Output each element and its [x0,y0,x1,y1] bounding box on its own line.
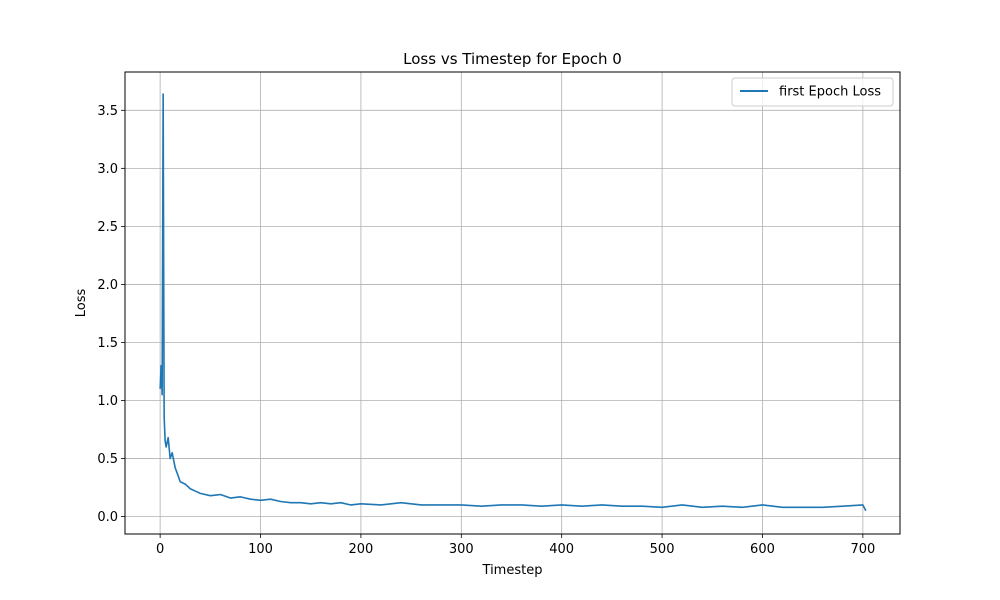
legend: first Epoch Loss [731,77,894,107]
x-tick-label: 400 [549,542,574,557]
legend-box [731,77,894,107]
x-tick-label: 500 [650,542,675,557]
legend-label: first Epoch Loss [779,85,881,100]
x-tick-label: 600 [750,542,775,557]
tick-layer: 0 100 200 300 400 500 600 700 0.0 0.5 1.0 1.5 2.0 2.5… [97,104,875,557]
y-tick-label: 3.0 [97,162,118,177]
x-axis-title: Timestep [482,563,543,578]
y-axis-title: Loss [74,289,89,318]
x-tick-label: 300 [449,542,474,557]
x-tick-label: 700 [850,542,875,557]
y-tick-label: 1.0 [97,394,118,409]
series-layer [159,93,867,512]
y-tick-label: 2.0 [97,278,118,293]
y-tick-label: 1.5 [97,336,118,351]
y-tick-label: 2.5 [97,220,118,235]
grid-layer [125,72,900,534]
chart-title: Loss vs Timestep for Epoch 0 [403,50,622,68]
plot-frame [124,71,901,535]
y-tick-label: 0.5 [97,452,118,467]
y-tick-label: 0.0 [97,510,118,525]
x-tick-label: 200 [348,542,373,557]
x-tick-label: 0 [156,542,164,557]
series-line [159,93,867,512]
x-tick-label: 100 [248,542,273,557]
y-tick-label: 3.5 [97,104,118,119]
